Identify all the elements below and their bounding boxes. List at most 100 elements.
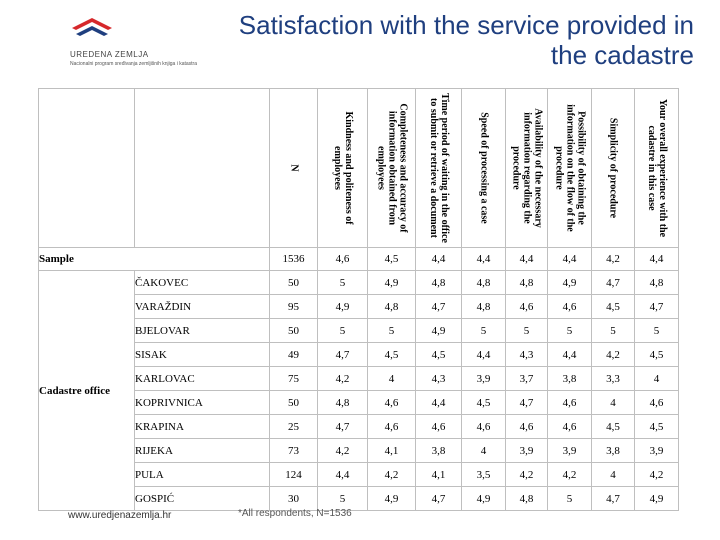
table-cell: 4,5	[415, 342, 462, 367]
table-cell: 4,6	[415, 414, 462, 439]
table-cell: 5	[547, 318, 592, 343]
table-cell: 4,3	[415, 366, 462, 391]
sample-cell: 1536	[269, 247, 318, 271]
table-cell: 75	[269, 366, 318, 391]
table-cell: 3,8	[591, 438, 635, 463]
column-header: Speed of processing a case	[461, 88, 506, 248]
column-header-label: N	[288, 164, 299, 172]
sample-row: Sample 1536 4,6 4,5 4,4 4,4 4,4 4,4 4,2 …	[38, 247, 679, 271]
table-cell: 4,6	[547, 414, 592, 439]
table-cell: 4,8	[505, 486, 548, 511]
table-cell: 3,5	[461, 462, 506, 487]
table-row: KOPRIVNICA 50 4,8 4,6 4,4 4,5 4,7 4,6 4 4,6	[39, 390, 679, 415]
table-cell: 4,9	[367, 270, 416, 295]
table-cell: 4,8	[461, 270, 506, 295]
header-row: N Kindness and politeness of employees C…	[38, 88, 679, 248]
column-header-label: Completeness and accuracy of information…	[375, 103, 408, 233]
table-cell: 4,6	[634, 390, 679, 415]
sample-cell: 4,2	[591, 247, 635, 271]
table-cell: 4,7	[415, 294, 462, 319]
table-cell: 4,5	[461, 390, 506, 415]
table-cell: 3,9	[547, 438, 592, 463]
table-cell: 4,7	[634, 294, 679, 319]
table-cell: 4,6	[505, 294, 548, 319]
table-cell: 4,7	[591, 270, 635, 295]
table-row: VARAŽDIN 95 4,9 4,8 4,7 4,8 4,6 4,6 4,5 4,7	[39, 294, 679, 319]
table-cell: 4	[591, 390, 635, 415]
table-cell: 4,2	[505, 462, 548, 487]
table-cell: 4,8	[317, 390, 368, 415]
column-header: Completeness and accuracy of information…	[367, 88, 416, 248]
table-row: KRAPINA 25 4,7 4,6 4,6 4,6 4,6 4,6 4,5 4,5	[39, 414, 679, 439]
sample-cell: 4,4	[505, 247, 548, 271]
office-name: SISAK	[134, 342, 270, 367]
office-name: ČAKOVEC	[134, 270, 270, 295]
table-cell: 4,7	[317, 414, 368, 439]
sample-cell: 4,4	[547, 247, 592, 271]
table-cell: 4,2	[591, 342, 635, 367]
table-cell: 4,6	[367, 414, 416, 439]
table-cell: 4	[634, 366, 679, 391]
table-row: RIJEKA 73 4,2 4,1 3,8 4 3,9 3,9 3,8 3,9	[39, 438, 679, 463]
table-cell: 4,1	[415, 462, 462, 487]
table-cell: 3,8	[415, 438, 462, 463]
table-cell: 4,6	[505, 414, 548, 439]
column-header-label: Your overall experience with the cadastr…	[645, 98, 668, 238]
header-blank-cell	[134, 88, 270, 248]
table-row: SISAK 49 4,7 4,5 4,5 4,4 4,3 4,4 4,2 4,5	[39, 342, 679, 367]
table-cell: 4,8	[367, 294, 416, 319]
table-cell: 5	[634, 318, 679, 343]
table-cell: 5	[317, 318, 368, 343]
table-cell: 4,4	[317, 462, 368, 487]
table-cell: 4,6	[547, 294, 592, 319]
table-cell: 4,2	[317, 438, 368, 463]
table-cell: 5	[505, 318, 548, 343]
footer-url[interactable]: www.uredjenazemlja.hr	[68, 510, 172, 521]
office-name: GOSPIĆ	[134, 486, 270, 511]
table-cell: 5	[591, 318, 635, 343]
table-cell: 4,9	[634, 486, 679, 511]
table-cell: 4,8	[505, 270, 548, 295]
table-cell: 3,3	[591, 366, 635, 391]
table-cell: 4,2	[634, 462, 679, 487]
column-header-label: Availability of the necessary informatio…	[510, 108, 543, 228]
table-cell: 4,9	[367, 486, 416, 511]
table-cell: 4,4	[547, 342, 592, 367]
table-cell: 3,8	[547, 366, 592, 391]
table-row: BJELOVAR 50 5 5 4,9 5 5 5 5 5	[39, 318, 679, 343]
table-cell: 50	[269, 390, 318, 415]
table-cell: 4,6	[367, 390, 416, 415]
column-header: Kindness and politeness of employees	[317, 88, 368, 248]
table-cell: 4,7	[317, 342, 368, 367]
table-cell: 4,5	[367, 342, 416, 367]
logo-subtitle: Nacionalni program sređivanja zemljišnih…	[70, 61, 198, 67]
table-cell: 5	[547, 486, 592, 511]
table-cell: 4,9	[461, 486, 506, 511]
column-header-label: Possibility of obtaining the information…	[553, 104, 586, 232]
table-cell: 4,9	[317, 294, 368, 319]
table-cell: 4,5	[591, 414, 635, 439]
table-cell: 50	[269, 318, 318, 343]
table-cell: 4,1	[367, 438, 416, 463]
table-cell: 4,9	[547, 270, 592, 295]
table-cell: 49	[269, 342, 318, 367]
table-cell: 4,9	[415, 318, 462, 343]
column-header: Simplicity of procedure	[591, 88, 635, 248]
sample-cell: 4,4	[461, 247, 506, 271]
office-name: KOPRIVNICA	[134, 390, 270, 415]
office-name: KARLOVAC	[134, 366, 270, 391]
table-cell: 5	[317, 270, 368, 295]
table-cell: 4,4	[461, 342, 506, 367]
table-cell: 4,2	[547, 462, 592, 487]
column-header-label: Time period of waiting in the office to …	[427, 93, 450, 243]
table-cell: 4,5	[634, 414, 679, 439]
column-header-label: Speed of processing a case	[478, 112, 489, 224]
office-name: BJELOVAR	[134, 318, 270, 343]
table-cell: 4	[591, 462, 635, 487]
column-header: N	[269, 88, 318, 248]
table-cell: 4,6	[461, 414, 506, 439]
table-cell: 3,9	[461, 366, 506, 391]
table-cell: 73	[269, 438, 318, 463]
table-cell: 4,4	[415, 390, 462, 415]
table-cell: 95	[269, 294, 318, 319]
